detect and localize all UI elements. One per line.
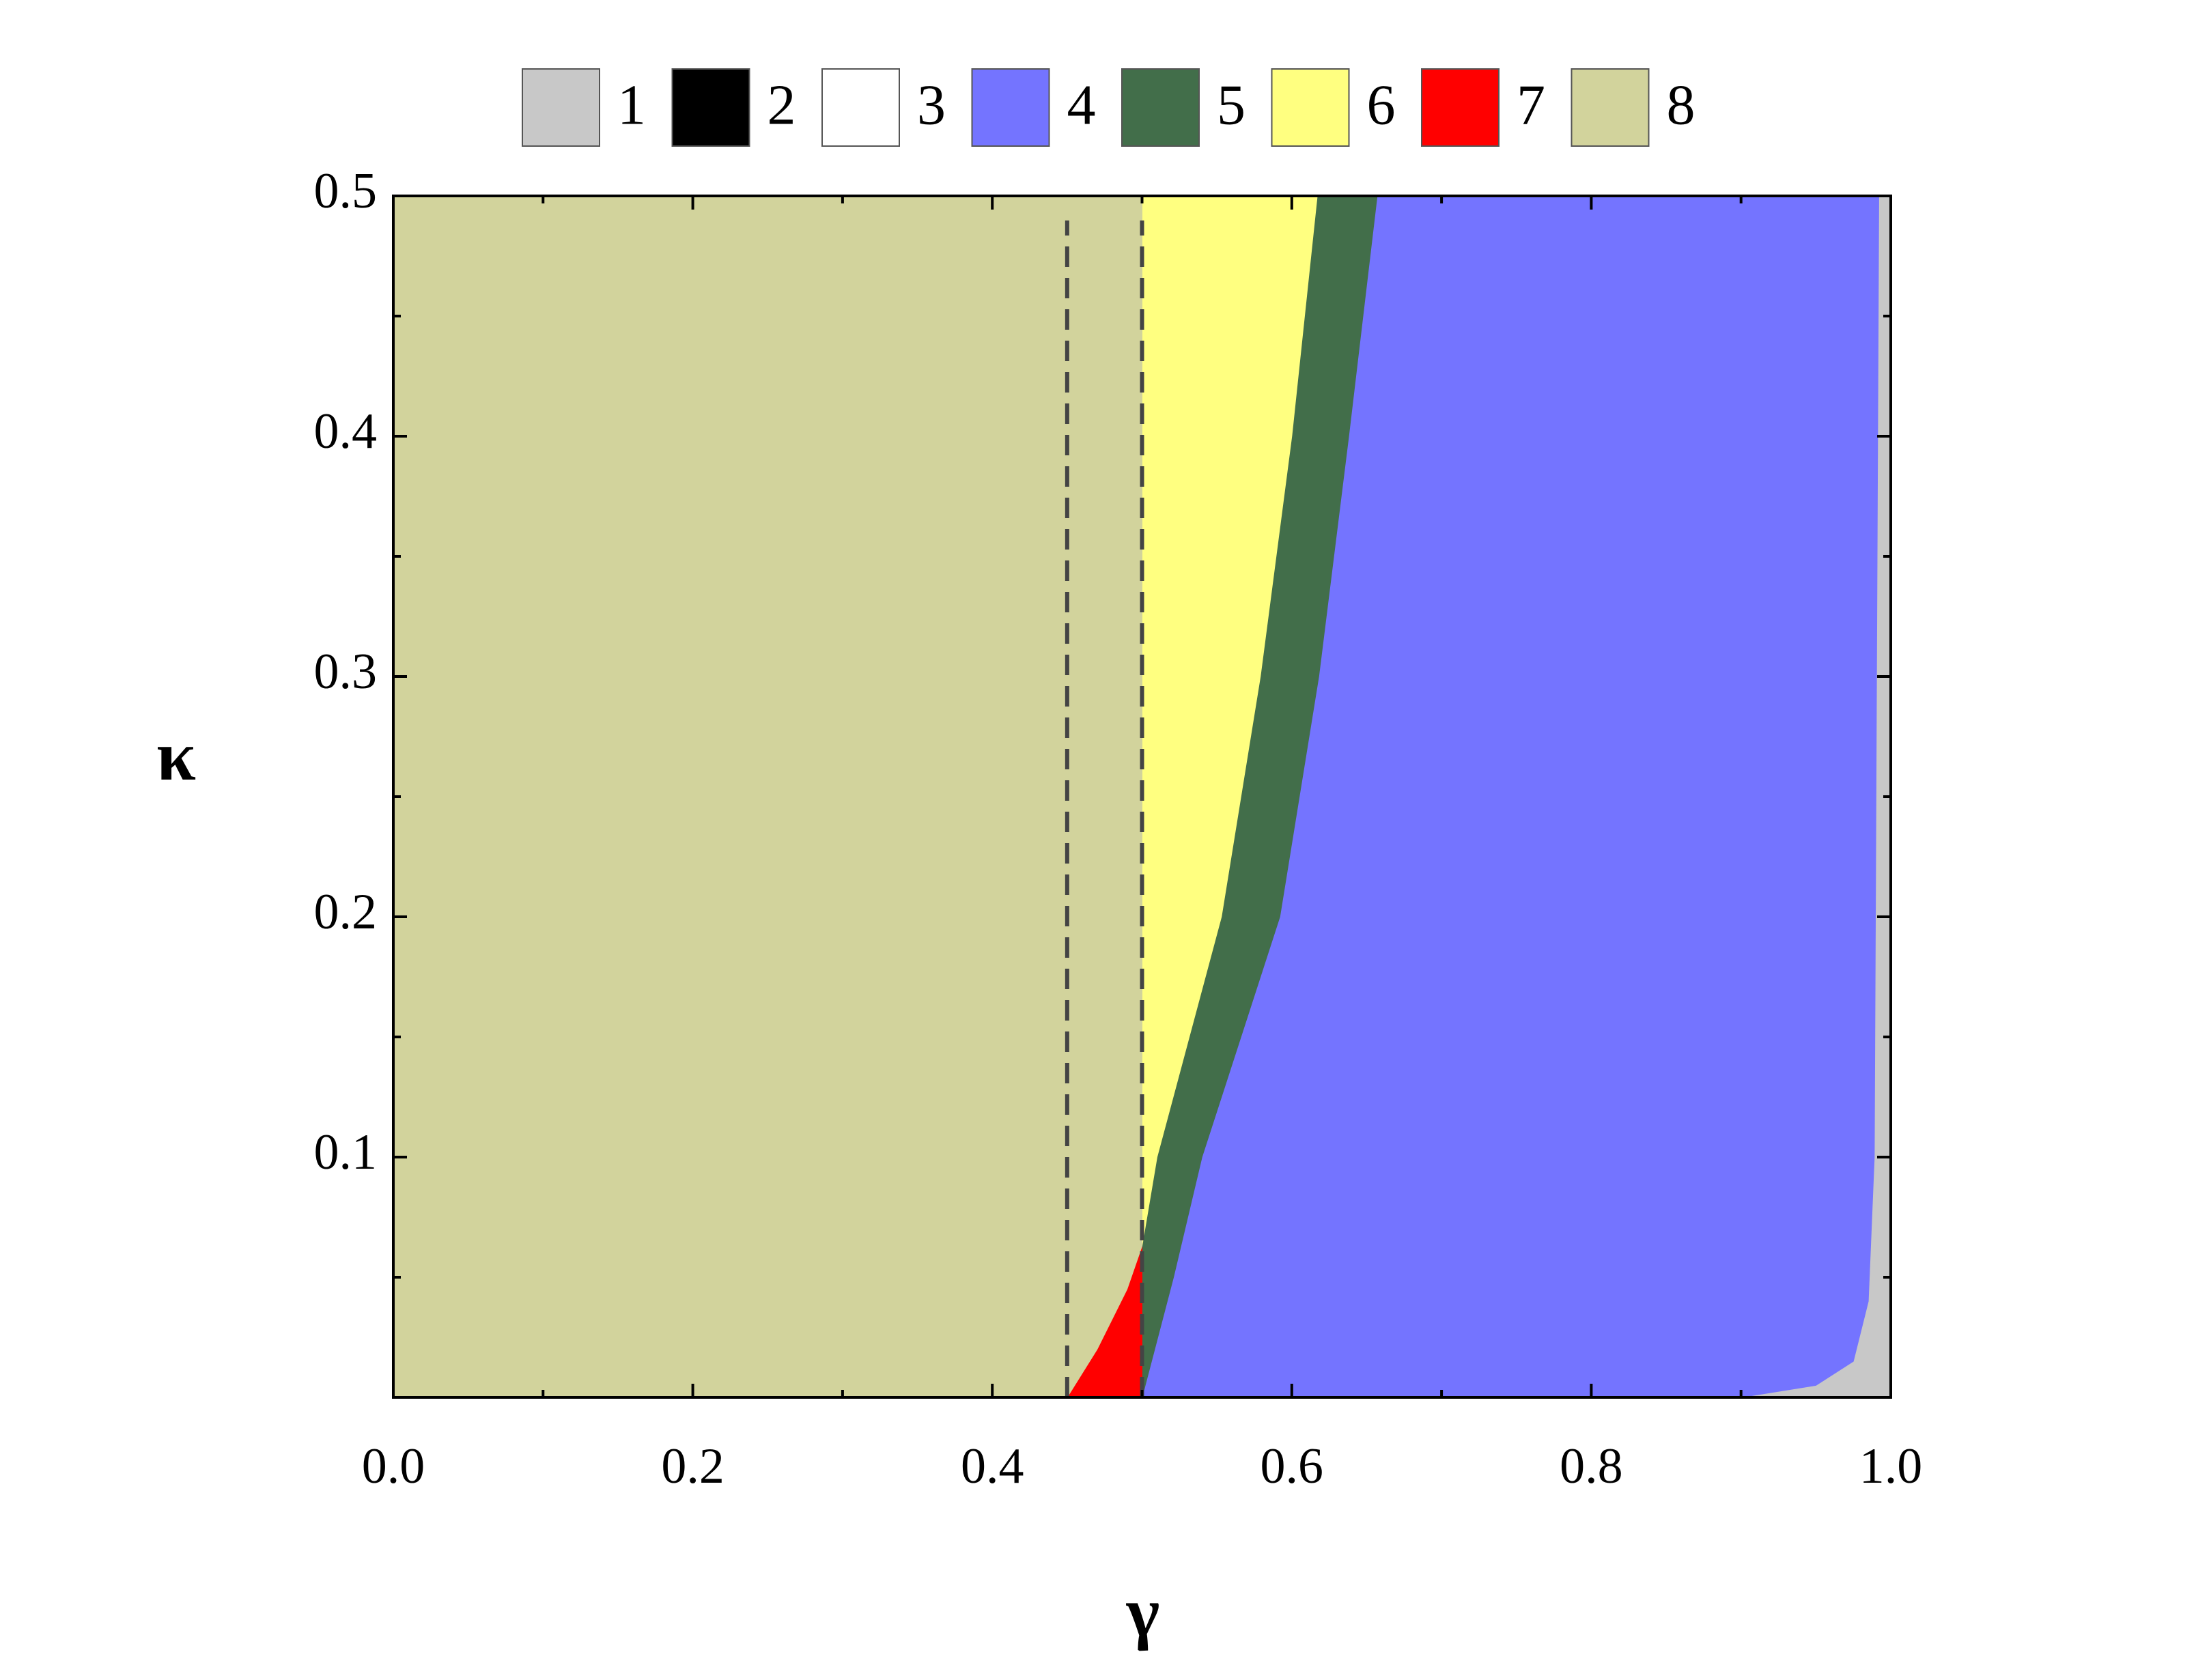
legend-label: 1 — [617, 73, 646, 137]
x-tick-label: 0.2 — [661, 1438, 724, 1494]
x-tick-label: 0.6 — [1261, 1438, 1324, 1494]
legend-label: 4 — [1067, 73, 1096, 137]
legend-label: 7 — [1517, 73, 1545, 137]
legend-swatch — [1271, 68, 1350, 147]
legend-swatch — [821, 68, 900, 147]
x-tick-label: 0.4 — [961, 1438, 1024, 1494]
y-tick-label: 0.5 — [314, 163, 378, 219]
y-tick-label: 0.3 — [314, 644, 378, 700]
y-tick-label: 0.4 — [314, 403, 378, 459]
x-tick-label: 0.8 — [1560, 1438, 1623, 1494]
y-tick-label: 0.1 — [314, 1124, 378, 1180]
legend-label: 3 — [917, 73, 946, 137]
legend-swatch — [1121, 68, 1200, 147]
legend-swatch — [1421, 68, 1500, 147]
legend-label: 8 — [1667, 73, 1695, 137]
legend-label: 5 — [1217, 73, 1245, 137]
legend-swatch — [522, 68, 600, 147]
legend-swatch — [671, 68, 750, 147]
y-tick-label: 0.2 — [314, 884, 378, 940]
x-tick-label: 0.0 — [362, 1438, 425, 1494]
x-axis-label: γ — [1126, 1573, 1160, 1651]
y-axis-label: κ — [156, 717, 196, 795]
x-tick-label: 1.0 — [1859, 1438, 1923, 1494]
legend-swatch — [1571, 68, 1650, 147]
legend-swatch — [971, 68, 1050, 147]
legend-label: 6 — [1367, 73, 1396, 137]
legend-label: 2 — [768, 73, 796, 137]
region — [393, 195, 1142, 1398]
